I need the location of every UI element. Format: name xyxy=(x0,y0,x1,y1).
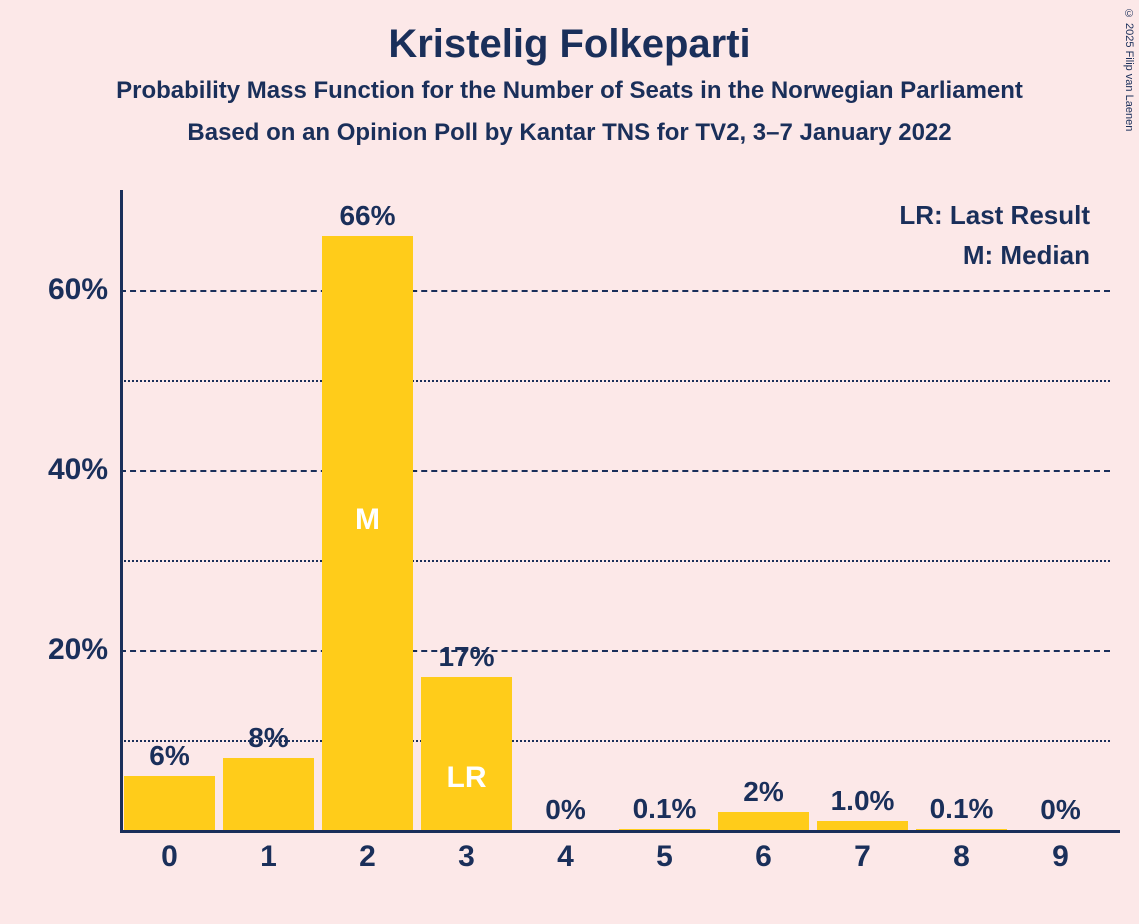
x-tick-label: 2 xyxy=(359,830,376,874)
y-axis xyxy=(120,190,123,830)
bar xyxy=(223,758,314,830)
plot-area: 20%40%60%6%08%166%217%30%40.1%52%61.0%70… xyxy=(120,200,1110,830)
bar-inner-label: LR xyxy=(447,761,487,795)
gridline-major xyxy=(120,470,1110,472)
gridline-major xyxy=(120,650,1110,652)
pmf-bar-chart: Kristelig FolkepartiProbability Mass Fun… xyxy=(0,0,1139,924)
copyright-text: © 2025 Filip van Laenen xyxy=(1123,8,1135,131)
y-tick-label: 40% xyxy=(48,453,120,487)
y-tick-label: 60% xyxy=(48,273,120,307)
bar-value-label: 0% xyxy=(1040,794,1080,830)
legend-item: M: Median xyxy=(963,240,1090,271)
bar-value-label: 0% xyxy=(545,794,585,830)
x-tick-label: 8 xyxy=(953,830,970,874)
x-tick-label: 1 xyxy=(260,830,277,874)
chart-title: Kristelig Folkeparti xyxy=(0,0,1139,67)
bar-value-label: 0.1% xyxy=(633,793,697,829)
bar xyxy=(718,812,809,830)
bar-value-label: 8% xyxy=(248,722,288,758)
legend-item: LR: Last Result xyxy=(899,200,1090,231)
gridline-major xyxy=(120,290,1110,292)
chart-subtitle-2: Based on an Opinion Poll by Kantar TNS f… xyxy=(0,105,1139,147)
x-tick-label: 9 xyxy=(1052,830,1069,874)
bar-inner-label: M xyxy=(355,503,380,537)
x-tick-label: 3 xyxy=(458,830,475,874)
bar xyxy=(124,776,215,830)
chart-subtitle-1: Probability Mass Function for the Number… xyxy=(0,67,1139,105)
bar-value-label: 2% xyxy=(743,776,783,812)
x-tick-label: 0 xyxy=(161,830,178,874)
x-tick-label: 6 xyxy=(755,830,772,874)
gridline-minor xyxy=(120,380,1110,382)
gridline-minor xyxy=(120,560,1110,562)
bar-value-label: 6% xyxy=(149,740,189,776)
bar-value-label: 66% xyxy=(339,200,395,236)
x-axis xyxy=(120,830,1120,833)
x-tick-label: 4 xyxy=(557,830,574,874)
y-tick-label: 20% xyxy=(48,633,120,667)
bar-value-label: 0.1% xyxy=(930,793,994,829)
bar xyxy=(817,821,908,830)
x-tick-label: 7 xyxy=(854,830,871,874)
bar-value-label: 17% xyxy=(438,641,494,677)
bar xyxy=(421,677,512,830)
bar-value-label: 1.0% xyxy=(831,785,895,821)
x-tick-label: 5 xyxy=(656,830,673,874)
